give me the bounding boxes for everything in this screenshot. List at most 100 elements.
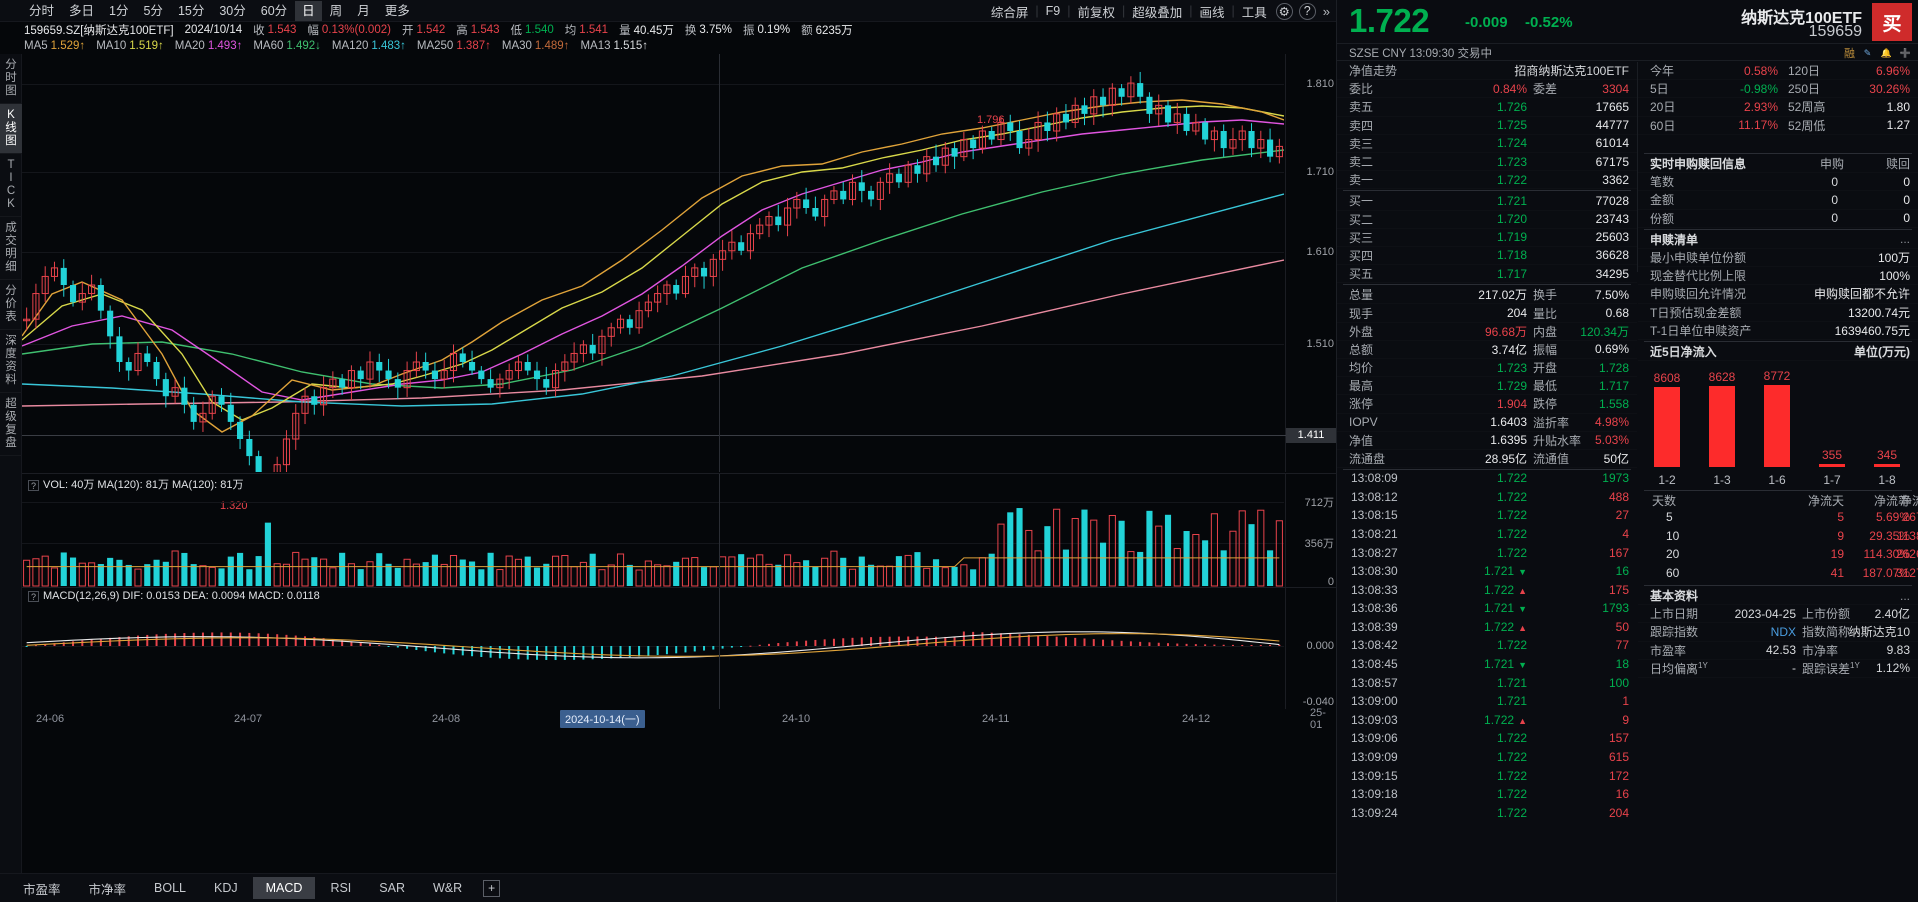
basic-value-1: 2023-04-25 — [1700, 607, 1796, 621]
price-tick-2: 1.610 — [1306, 246, 1334, 258]
level-price: 1.718 — [1437, 248, 1527, 262]
period-30分[interactable]: 30分 — [212, 1, 252, 21]
basic-value-2: 纳斯达克10 — [1849, 623, 1910, 640]
ask-row[interactable]: 卖四 1.725 44777 — [1337, 117, 1637, 135]
period-月[interactable]: 月 — [350, 1, 377, 21]
add-indicator-button[interactable]: + — [483, 880, 500, 897]
add-icon[interactable]: ➕ — [1899, 47, 1912, 60]
nav-trend-row[interactable]: 净值走势 招商纳斯达克100ETF — [1337, 62, 1637, 80]
basic-value-1[interactable]: NDX — [1700, 625, 1796, 639]
tick-row[interactable]: 13:09:00 1.721 1 — [1337, 694, 1637, 713]
indicator-tab-市盈率[interactable]: 市盈率 — [10, 875, 74, 902]
tick-row[interactable]: 13:09:03 1.722 ▲ 9 — [1337, 713, 1637, 732]
vtab-分时图[interactable]: 分 时 图 — [0, 54, 22, 104]
flow-table-header: 天数净流天净流额净流率 — [1638, 492, 1918, 510]
tick-volume: 18 — [1616, 657, 1629, 671]
tick-row[interactable]: 13:08:09 1.722 1973 — [1337, 471, 1637, 490]
tick-row[interactable]: 13:08:30 1.721 ▼ 16 — [1337, 564, 1637, 583]
toolbar-F9[interactable]: F9 — [1040, 4, 1067, 18]
tick-row[interactable]: 13:08:57 1.721 100 — [1337, 676, 1637, 695]
bid-row[interactable]: 买四 1.718 36628 — [1337, 247, 1637, 265]
indicator-tab-RSI[interactable]: RSI — [317, 877, 364, 899]
toolbar-画线[interactable]: 画线 — [1193, 2, 1230, 21]
stat-value-1: 96.68万 — [1437, 323, 1527, 340]
tick-row[interactable]: 13:08:12 1.722 488 — [1337, 490, 1637, 509]
chart-area[interactable]: 1.8101.7101.6101.5101.410 1.411 — [22, 54, 1336, 709]
ask-row[interactable]: 卖二 1.723 67175 — [1337, 153, 1637, 171]
change-value: 0.13%(0.002) — [322, 24, 391, 36]
tick-row[interactable]: 13:08:45 1.721 ▼ 18 — [1337, 657, 1637, 676]
tick-row[interactable]: 13:08:39 1.722 ▲ 50 — [1337, 620, 1637, 639]
tick-row[interactable]: 13:09:06 1.722 157 — [1337, 731, 1637, 750]
bell-icon[interactable]: 🔔 — [1880, 47, 1893, 60]
period-60分[interactable]: 60分 — [254, 1, 294, 21]
indicator-tab-MACD[interactable]: MACD — [253, 877, 316, 899]
stat-value-2: 0.68 — [1606, 306, 1629, 320]
tick-price: 1.722 — [1457, 471, 1527, 485]
vtab-深度资料[interactable]: 深 度 资 料 — [0, 330, 22, 393]
period-1分[interactable]: 1分 — [102, 1, 135, 21]
tick-row[interactable]: 13:08:36 1.721 ▼ 1793 — [1337, 601, 1637, 620]
tick-row[interactable]: 13:08:42 1.722 77 — [1337, 638, 1637, 657]
buy-button[interactable]: 买 — [1872, 3, 1912, 41]
margin-icon[interactable]: 融 — [1844, 45, 1855, 61]
toolbar-超级叠加[interactable]: 超级叠加 — [1126, 2, 1188, 21]
indicator-tab-市净率[interactable]: 市净率 — [76, 875, 140, 902]
ma-label-MA60: MA60 — [253, 40, 283, 52]
indicator-tab-BOLL[interactable]: BOLL — [141, 877, 199, 899]
period-日[interactable]: 日 — [295, 1, 322, 21]
date-axis: 24-0624-0724-0824-0924-1024-1124-1225-01… — [22, 709, 1336, 729]
low-value: 1.540 — [525, 24, 554, 36]
period-15分[interactable]: 15分 — [171, 1, 211, 21]
period-分时[interactable]: 分时 — [22, 1, 61, 21]
redeem-more-icon[interactable]: ... — [1900, 232, 1910, 246]
vtab-TICK[interactable]: T I C K — [0, 154, 22, 217]
tick-volume: 1793 — [1602, 601, 1629, 615]
vtab-K线图[interactable]: K 线 图 — [0, 104, 22, 154]
stat-value-2: 1.558 — [1599, 397, 1629, 411]
tick-row[interactable]: 13:08:27 1.722 167 — [1337, 546, 1637, 565]
settings-gear-icon[interactable]: ⚙ — [1276, 3, 1293, 20]
expand-chevron-icon[interactable]: » — [1319, 4, 1334, 19]
volume-pane[interactable]: ? VOL: 40万 MA(120): 81万 MA(120): 81万 712万… — [22, 473, 1336, 593]
period-更多[interactable]: 更多 — [378, 1, 417, 21]
tick-price: 1.722 ▲ — [1457, 620, 1527, 634]
ask-row[interactable]: 卖一 1.722 3362 — [1337, 171, 1637, 189]
toolbar-综合屏[interactable]: 综合屏 — [985, 2, 1035, 21]
period-周[interactable]: 周 — [323, 1, 350, 21]
indicator-tab-SAR[interactable]: SAR — [366, 877, 418, 899]
bid-row[interactable]: 买二 1.720 23743 — [1337, 211, 1637, 229]
bid-row[interactable]: 买五 1.717 34295 — [1337, 265, 1637, 283]
toolbar-工具[interactable]: 工具 — [1236, 2, 1273, 21]
ask-row[interactable]: 卖五 1.726 17665 — [1337, 98, 1637, 116]
indicator-tab-W&R[interactable]: W&R — [420, 877, 475, 899]
price-pane[interactable]: 1.8101.7101.6101.5101.410 1.411 — [22, 54, 1336, 472]
tick-list[interactable]: 13:08:09 1.722 1973 13:08:12 1.722 488 13:08:1… — [1337, 471, 1637, 824]
vtab-超级复盘[interactable]: 超 级 复 盘 — [0, 393, 22, 456]
tick-row[interactable]: 13:09:24 1.722 204 — [1337, 806, 1637, 825]
edit-icon[interactable]: ✎ — [1861, 47, 1874, 60]
macd-pane[interactable]: ? MACD(12,26,9) DIF: 0.0153 DEA: 0.0094 M… — [22, 587, 1336, 709]
tick-row[interactable]: 13:08:21 1.722 4 — [1337, 527, 1637, 546]
ask-row[interactable]: 卖三 1.724 61014 — [1337, 135, 1637, 153]
stat-key-1: 最高 — [1349, 377, 1373, 394]
period-5分[interactable]: 5分 — [136, 1, 169, 21]
tick-row[interactable]: 13:08:15 1.722 27 — [1337, 508, 1637, 527]
tick-row[interactable]: 13:09:15 1.722 172 — [1337, 769, 1637, 788]
help-icon[interactable]: ? — [1299, 3, 1316, 20]
volume-bars-svg — [22, 474, 1284, 594]
tick-price: 1.721 ▼ — [1457, 564, 1527, 578]
toolbar-前复权[interactable]: 前复权 — [1071, 2, 1121, 21]
flow-bar-category: 1-7 — [1811, 473, 1853, 487]
vtab-分价表[interactable]: 分 价 表 — [0, 280, 22, 330]
period-多日[interactable]: 多日 — [62, 1, 101, 21]
bid-row[interactable]: 买三 1.719 25603 — [1337, 229, 1637, 247]
tick-row[interactable]: 13:08:33 1.722 ▲ 175 — [1337, 583, 1637, 602]
basic-more-icon[interactable]: ... — [1900, 589, 1910, 603]
vtab-成交明细[interactable]: 成 交 明 细 — [0, 217, 22, 280]
indicator-tab-KDJ[interactable]: KDJ — [201, 877, 251, 899]
tick-row[interactable]: 13:09:09 1.722 615 — [1337, 750, 1637, 769]
cursor-price-tag: 1.411 — [1286, 428, 1336, 443]
bid-row[interactable]: 买一 1.721 77028 — [1337, 192, 1637, 210]
tick-row[interactable]: 13:09:18 1.722 16 — [1337, 787, 1637, 806]
